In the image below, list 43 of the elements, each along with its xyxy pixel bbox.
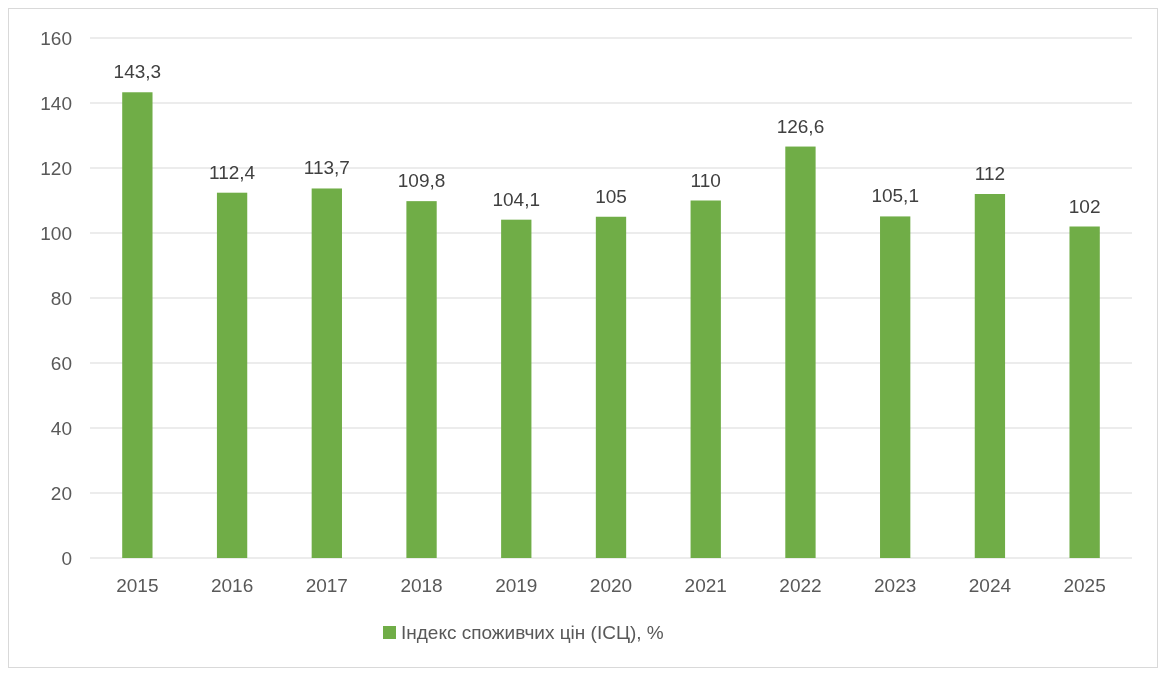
bar [595,216,627,558]
bar [1069,226,1100,558]
data-label: 126,6 [776,115,825,137]
legend-label: Індекс споживчих цін (ІСЦ), % [401,622,664,644]
data-label: 105,1 [871,185,919,207]
y-tick-label: 40 [50,417,72,439]
x-tick-label: 2024 [968,575,1012,596]
x-tick-label: 2023 [874,575,917,596]
y-tick-label: 0 [61,547,72,569]
y-tick-label: 60 [50,352,72,374]
y-tick-label: 20 [50,482,72,504]
x-tick-label: 2016 [210,575,254,596]
bar [880,216,911,558]
y-tick-label: 120 [40,157,72,179]
bar [690,200,721,558]
bar [501,219,532,558]
data-label: 110 [690,169,721,191]
x-tick-label: 2025 [1063,575,1106,596]
y-tick-label: 80 [50,287,72,309]
bar [311,188,342,558]
bar [406,201,437,558]
data-label: 112 [974,163,1006,184]
x-tick-label: 2019 [495,575,538,596]
data-label: 112,4 [209,161,256,183]
bar [122,92,153,558]
x-tick-label: 2022 [779,575,822,596]
y-tick-label: 140 [40,92,72,114]
x-tick-label: 2017 [305,575,348,596]
x-tick-label: 2020 [589,575,633,596]
bar [974,194,1006,558]
x-tick-label: 2015 [116,575,159,596]
y-tick-label: 100 [40,222,72,244]
data-label: 105 [595,185,627,207]
data-label: 102 [1068,195,1101,217]
data-label: 104,1 [492,188,541,210]
bar [216,192,248,558]
x-tick-label: 2018 [400,575,443,596]
x-tick-label: 2021 [684,575,727,596]
y-tick-label: 160 [40,27,72,49]
data-label: 143,3 [113,61,162,83]
data-label: 109,8 [397,170,446,192]
data-label: 113,7 [303,157,350,179]
bar [785,146,816,558]
